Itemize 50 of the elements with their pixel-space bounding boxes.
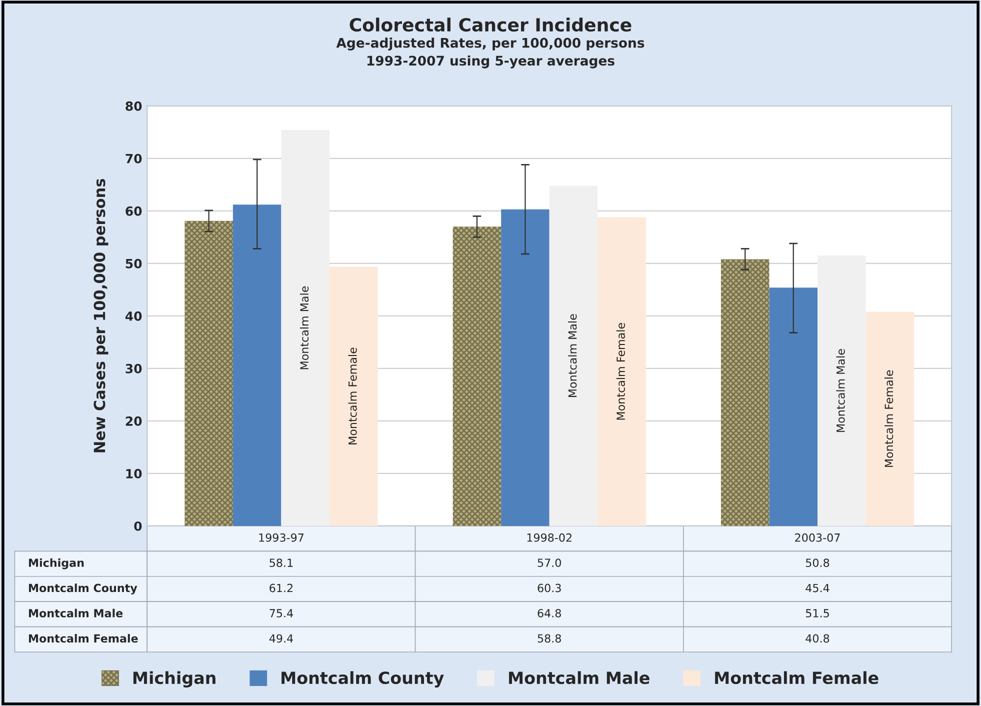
- x-tick-label: 2003-07: [795, 533, 840, 542]
- data-label: 75.4: [270, 609, 293, 618]
- text: Montcalm Male: [28, 608, 123, 618]
- legend-label: Michigan: [133, 671, 216, 688]
- text: Montcalm Female: [28, 634, 138, 643]
- bar: [720, 259, 770, 526]
- data-label: 58.8: [538, 634, 561, 643]
- x-tick-label: 1998-02: [527, 533, 572, 542]
- data-label: 50.8: [806, 558, 830, 567]
- annotation: Montcalm Male: [836, 349, 845, 432]
- bar: [769, 288, 818, 526]
- y-axis-title: New Cases per 100,000 persons: [94, 178, 108, 452]
- annotation: Montcalm Male: [300, 286, 309, 370]
- annotation: Montcalm Female: [616, 323, 625, 420]
- data-label: 57.0: [538, 558, 561, 567]
- text: Montcalm County: [28, 584, 138, 594]
- annotation: Montcalm Female: [884, 370, 894, 467]
- data-label: 64.8: [538, 609, 561, 618]
- data-label: 61.2: [270, 584, 292, 592]
- x-tick-label: 1993-97: [259, 533, 304, 542]
- bar: [184, 220, 233, 526]
- legend-label: Montcalm County: [282, 671, 444, 688]
- bar: [232, 204, 282, 526]
- bar: [866, 312, 914, 526]
- y-tick-label: 50: [126, 258, 142, 268]
- bar: [598, 217, 646, 526]
- y-tick-label: 20: [126, 416, 142, 426]
- legend-label: Montcalm Male: [509, 671, 650, 684]
- annotation: Montcalm Male: [568, 314, 577, 397]
- y-tick-label: 10: [126, 468, 142, 478]
- y-tick-label: 70: [126, 154, 142, 164]
- bar: [501, 209, 550, 526]
- data-label: 51.5: [806, 609, 829, 618]
- y-tick-label: 60: [126, 206, 142, 216]
- text: Michigan: [28, 558, 84, 570]
- data-label: 49.4: [269, 634, 293, 643]
- annotation: Montcalm Female: [348, 348, 357, 444]
- y-tick-label: 80: [126, 101, 142, 111]
- y-tick-label: 30: [126, 364, 142, 374]
- chart-subtitle: Age-adjusted Rates, per 100,000 persons 1993-2007 using 5-year averages: [336, 38, 644, 68]
- data-label: 58.1: [270, 558, 293, 567]
- y-tick-label: 0: [134, 521, 142, 531]
- chart-title: Colorectal Cancer Incidence: [350, 18, 632, 32]
- data-label: 60.3: [538, 584, 561, 592]
- bar: [329, 266, 378, 526]
- bar: [452, 226, 502, 526]
- legend-label: Montcalm Female: [715, 671, 878, 684]
- y-tick-label: 40: [125, 311, 142, 321]
- data-label: 40.8: [806, 634, 830, 643]
- data-label: 45.4: [806, 584, 830, 592]
